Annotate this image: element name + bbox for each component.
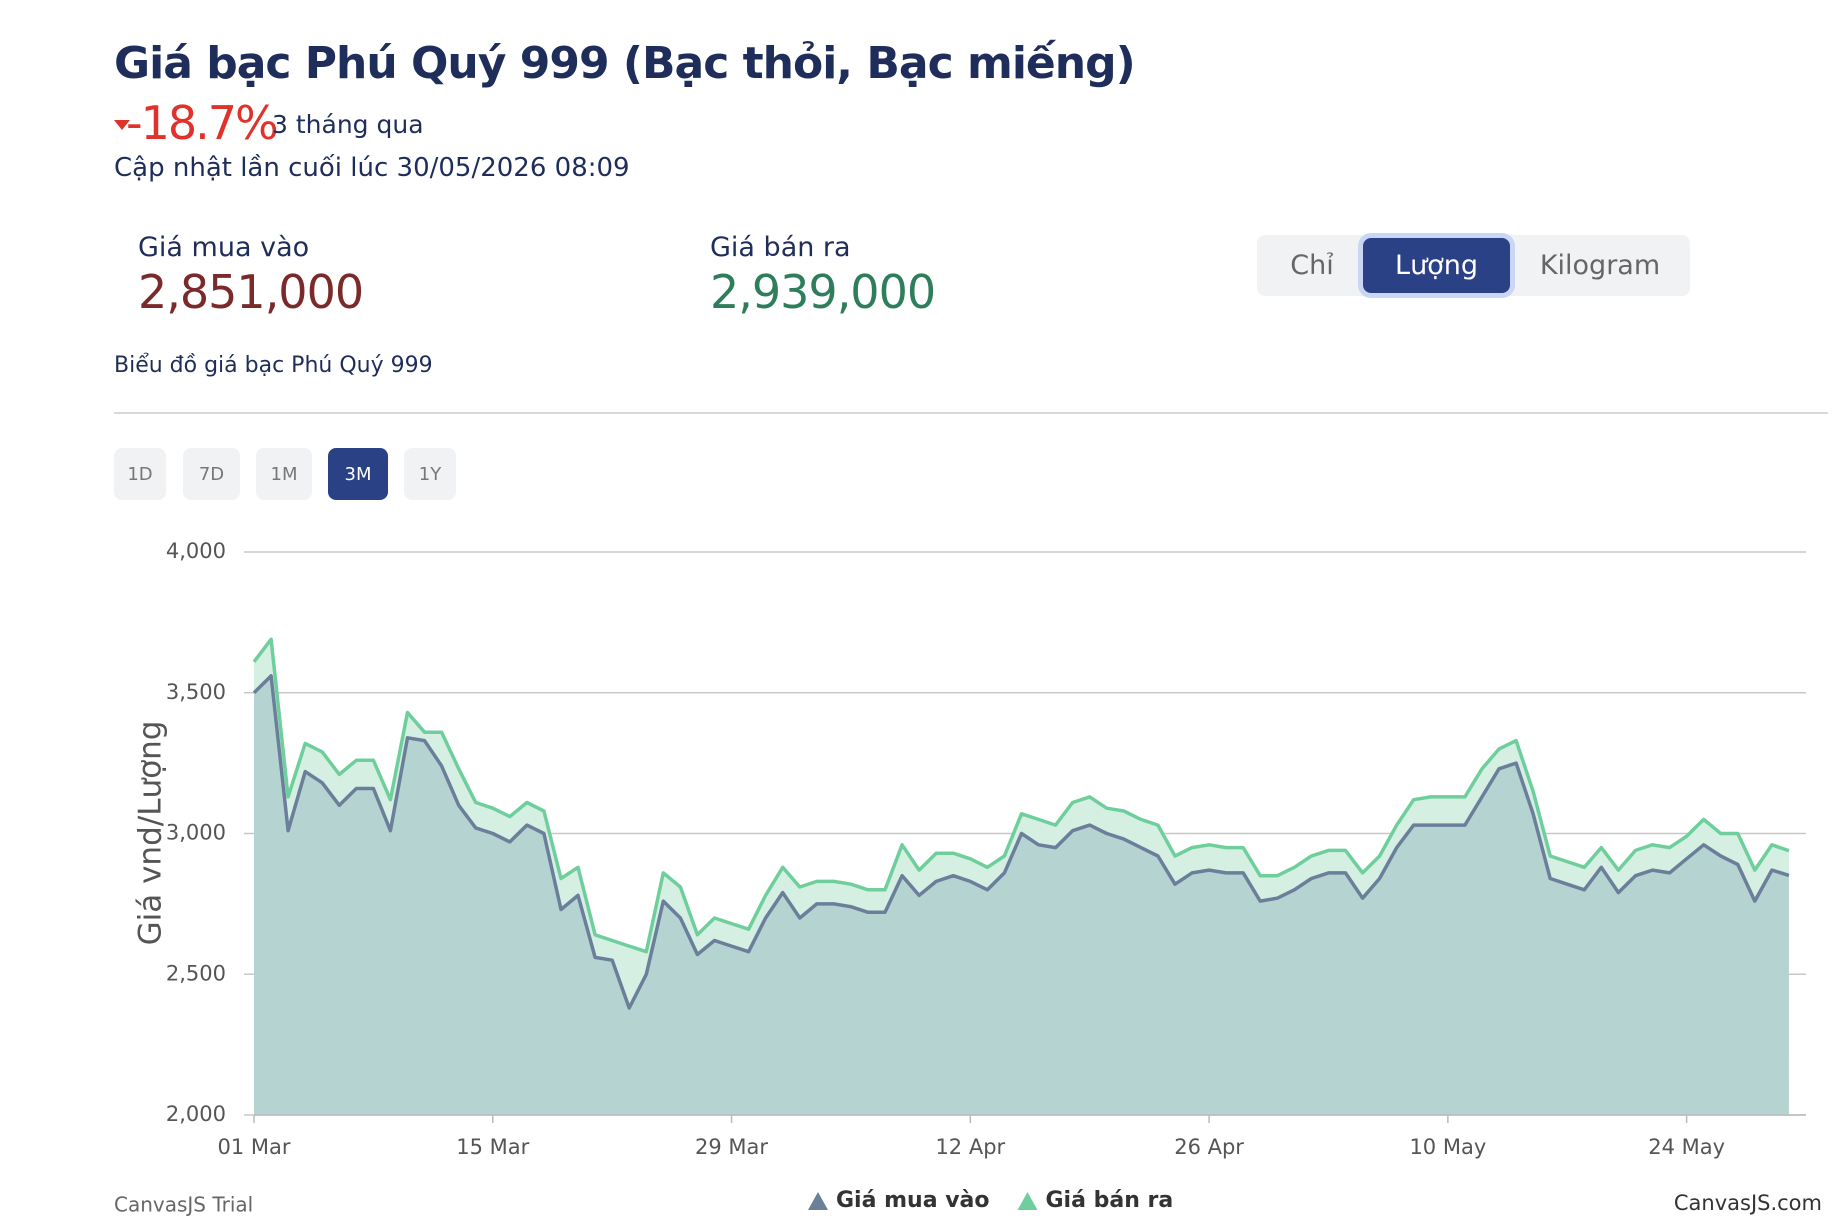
range-tab[interactable]: 1M (256, 448, 312, 500)
y-tick-label: 2,000 (166, 1102, 226, 1126)
down-icon (114, 120, 130, 130)
line (252, 637, 1790, 954)
legend-marker (1017, 1192, 1038, 1210)
legend-label: Giá mua vào (836, 1188, 990, 1213)
buy-label: Giá mua vào (138, 232, 310, 263)
y-tick-label: 2,500 (166, 961, 226, 985)
y-axis-label: Giá vnd/Lượng (133, 721, 169, 946)
divider (114, 412, 1828, 414)
range-tab[interactable]: 1Y (404, 448, 456, 500)
legend-marker (808, 1192, 828, 1210)
y-tick-label: 3,000 (166, 821, 226, 845)
x-tick-label: 26 Apr (1174, 1135, 1244, 1159)
y-tick-label: 4,000 (166, 539, 226, 563)
range-tab[interactable]: 7D (183, 448, 240, 500)
x-tick-label: 01 Mar (217, 1135, 290, 1159)
chart-subtitle: Biểu đồ giá bạc Phú Quý 999 (114, 353, 433, 378)
credit: CanvasJS.com (1674, 1191, 1822, 1215)
x-tick-label: 15 Mar (456, 1135, 529, 1159)
unit-tab[interactable]: Chỉ (1290, 250, 1334, 281)
title: Giá bạc Phú Quý 999 (Bạc thỏi, Bạc miếng… (114, 38, 1136, 89)
area (254, 675, 1789, 1115)
legend-label: Giá bán ra (1046, 1188, 1174, 1213)
range-tab[interactable]: 3M (328, 448, 388, 500)
range-tab[interactable]: 1D (114, 448, 166, 500)
updated: Cập nhật lần cuối lúc 30/05/2026 08:09 (114, 153, 630, 183)
x-tick-label: 12 Apr (935, 1135, 1005, 1159)
line (252, 674, 1790, 1010)
x-tick-label: 24 May (1648, 1135, 1725, 1159)
sell-value: 2,939,000 (710, 265, 936, 319)
unit-tab[interactable]: Lượng (1363, 238, 1510, 293)
sell-label: Giá bán ra (710, 232, 851, 263)
y-tick-label: 3,500 (166, 680, 226, 704)
unit-tab[interactable]: Kilogram (1539, 250, 1661, 281)
x-tick-label: 10 May (1409, 1135, 1486, 1159)
x-tick-label: 29 Mar (695, 1135, 768, 1159)
period: 3 tháng qua (272, 110, 424, 139)
buy-value: 2,851,000 (138, 265, 364, 319)
credit: CanvasJS Trial (114, 1193, 253, 1217)
change: -18.7% (126, 96, 279, 150)
